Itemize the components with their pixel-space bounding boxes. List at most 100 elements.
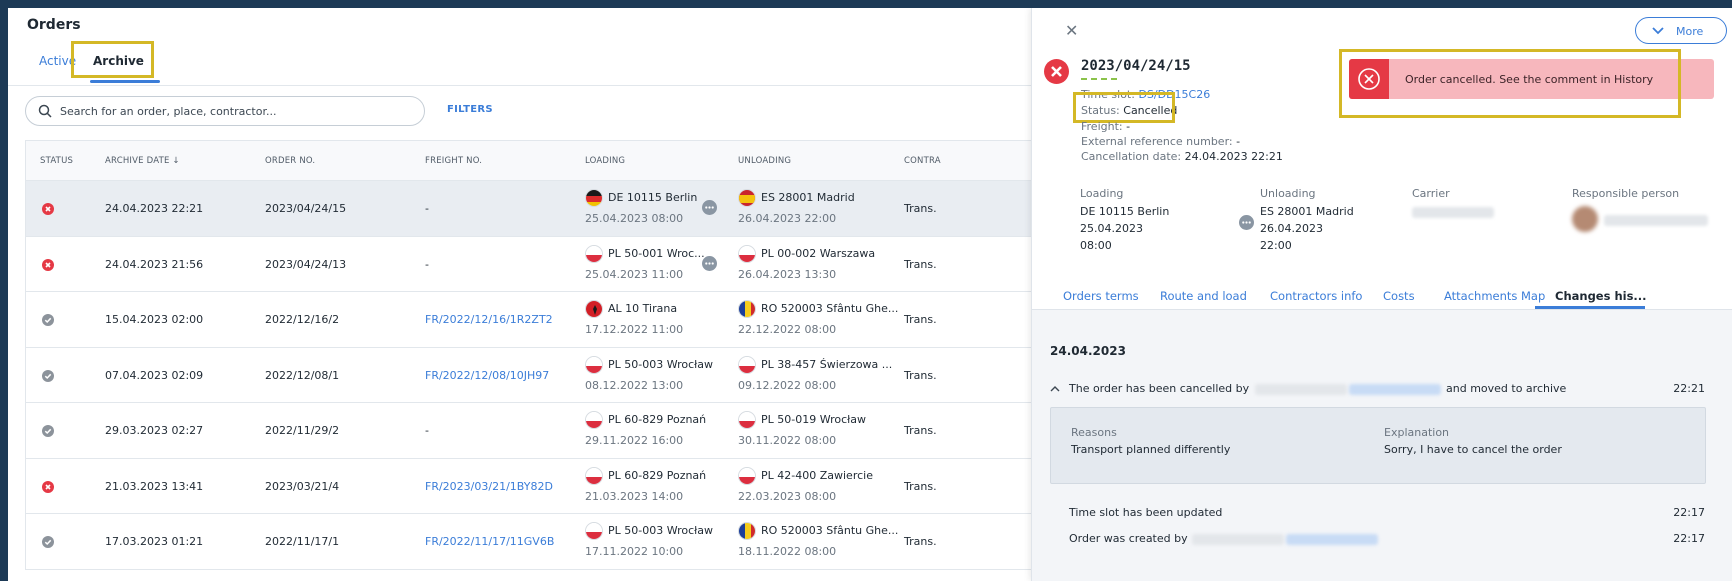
history-cancel-time: 22:21: [1673, 382, 1705, 395]
status-value: Cancelled: [1123, 104, 1178, 117]
unloading-date: 09.12.2022 08:00: [738, 378, 837, 392]
unloading-date: 22.03.2023 08:00: [738, 489, 837, 503]
col-contractor[interactable]: CONTRA: [904, 156, 941, 166]
col-unloading[interactable]: UNLOADING: [738, 156, 792, 166]
freight-no[interactable]: FR/2022/12/16/1R2ZT2: [425, 313, 553, 326]
tab-costs[interactable]: Costs: [1383, 289, 1415, 303]
chevron-down-icon: [1652, 27, 1664, 35]
responsible-label: Responsible person: [1572, 187, 1680, 200]
loading-date: 17.12.2022 11:00: [585, 323, 684, 336]
tab-changes-history[interactable]: Changes his...: [1555, 289, 1647, 303]
status-completed-icon: [42, 536, 54, 548]
archive-date: 07.04.2023 02:09: [105, 368, 204, 382]
freight-no: -: [425, 424, 429, 437]
order-no: 2022/11/17/1: [265, 535, 340, 548]
contractor: Trans.: [904, 535, 937, 548]
order-detail-panel: ✕ More 2023/04/24/15 Time slot: DS/DD15C…: [1031, 8, 1732, 581]
tab-route-and-load[interactable]: Route and load: [1160, 289, 1247, 303]
route-more-icon[interactable]: [702, 255, 717, 271]
flag-pl-icon: [585, 244, 603, 263]
order-number-underline: [1081, 78, 1117, 80]
unloading-date: 22.12.2022 08:00: [738, 323, 837, 336]
col-status[interactable]: STATUS: [40, 156, 74, 166]
chevron-up-icon[interactable]: [1050, 385, 1060, 392]
tab-map[interactable]: Map: [1521, 289, 1546, 303]
col-freight-no[interactable]: FREIGHT NO.: [425, 156, 483, 166]
table-body: 24.04.2023 22:21 2023/04/24/15 - DE 10115 B…: [26, 181, 1032, 570]
page-title: Orders: [27, 17, 81, 33]
history-timeslot-text: Time slot has been updated: [1069, 506, 1223, 519]
time-slot-row: Time slot: DS/DD15C26: [1081, 88, 1210, 101]
created-by-redacted: [1192, 534, 1284, 545]
more-button[interactable]: More: [1635, 17, 1727, 44]
cancel-date-label: Cancellation date:: [1081, 150, 1182, 163]
unloading-place: PL 00-002 Warszawa: [761, 246, 876, 260]
flag-pl-icon: [585, 355, 603, 374]
avatar: [1572, 206, 1598, 232]
tab-archive[interactable]: Archive: [93, 54, 144, 68]
cancelled-by-link-redacted[interactable]: [1349, 384, 1441, 395]
history-created-time: 22:17: [1673, 532, 1705, 545]
table-row[interactable]: 29.03.2023 02:27 2022/11/29/2 - PL 60-829 P…: [26, 403, 1032, 459]
loading-date: 25.04.2023 11:00: [585, 267, 684, 281]
unloading-label: Unloading: [1260, 187, 1316, 200]
route-more-icon[interactable]: [702, 200, 717, 215]
filters-button[interactable]: FILTERS: [447, 104, 493, 115]
unloading-place: ES 28001 Madrid: [761, 191, 855, 204]
cancel-date-row: Cancellation date: 24.04.2023 22:21: [1081, 150, 1283, 163]
freight-no[interactable]: FR/2022/12/08/10JH97: [425, 368, 550, 382]
table-row[interactable]: 24.04.2023 21:56 2023/04/24/13 - PL 50-001 …: [26, 236, 1032, 292]
carrier-label: Carrier: [1412, 187, 1450, 200]
table-row[interactable]: 15.04.2023 02:00 2022/12/16/2 FR/2022/12/1…: [26, 292, 1032, 348]
col-archive-date[interactable]: ARCHIVE DATE ↓: [105, 156, 180, 166]
loading-date: 21.03.2023 14:00: [585, 489, 684, 503]
tab-attachments[interactable]: Attachments: [1444, 289, 1518, 303]
flag-pl-icon: [585, 522, 603, 540]
table-row[interactable]: 07.04.2023 02:09 2022/12/08/1 FR/2022/12/0…: [26, 347, 1032, 403]
explanation-label: Explanation: [1384, 426, 1450, 439]
freight-label: Freight:: [1081, 120, 1123, 133]
loading-date: 17.11.2022 10:00: [585, 545, 684, 558]
contractor: Trans.: [904, 368, 937, 382]
loading-city: DE 10115 Berlin: [1080, 205, 1170, 218]
archive-date: 24.04.2023 22:21: [105, 202, 204, 215]
reasons-value: Transport planned differently: [1071, 443, 1231, 456]
flag-ro-icon: [738, 300, 756, 318]
table-row[interactable]: 21.03.2023 13:41 2023/03/21/4 FR/2023/03/2…: [26, 458, 1032, 514]
contractor: Trans.: [904, 257, 937, 271]
col-loading[interactable]: LOADING: [585, 156, 626, 166]
created-by-link-redacted[interactable]: [1286, 534, 1378, 545]
tab-orders-terms[interactable]: Orders terms: [1063, 289, 1139, 303]
table-row[interactable]: 17.03.2023 01:21 2022/11/17/1 FR/2022/11/1…: [26, 514, 1032, 570]
loading-place: PL 50-003 Wrocław: [608, 357, 714, 371]
tab-contractors-info[interactable]: Contractors info: [1270, 289, 1363, 303]
flag-pl-icon: [738, 466, 756, 485]
unloading-date: 26.04.2023 22:00: [738, 212, 837, 225]
order-no: 2022/11/29/2: [265, 424, 340, 437]
unloading-city: ES 28001 Madrid: [1260, 205, 1354, 218]
reasons-label: Reasons: [1071, 426, 1117, 439]
freight-no[interactable]: FR/2022/11/17/11GV6B: [425, 535, 555, 548]
more-label: More: [1676, 25, 1704, 38]
contractor: Trans.: [904, 313, 937, 326]
time-slot-link[interactable]: DS/DD15C26: [1138, 88, 1211, 101]
unloading-time: 22:00: [1260, 239, 1292, 252]
close-icon[interactable]: ✕: [1065, 21, 1079, 40]
freight-no[interactable]: FR/2023/03/21/1BY82D: [425, 479, 553, 493]
freight-no: -: [425, 202, 429, 215]
table-header: STATUS ARCHIVE DATE ↓ ORDER NO. FREIGHT …: [26, 141, 1032, 181]
cancelled-status-icon: [1044, 59, 1069, 84]
search-input[interactable]: [60, 102, 410, 120]
col-order-no[interactable]: ORDER NO.: [265, 156, 316, 166]
order-number: 2023/04/24/15: [1081, 58, 1191, 74]
status-completed-icon: [42, 314, 54, 326]
flag-de-icon: [585, 189, 603, 207]
status-label: Status:: [1081, 104, 1120, 117]
tab-active[interactable]: Active: [39, 54, 77, 68]
order-no: 2023/04/24/15: [265, 202, 347, 215]
table-row[interactable]: 24.04.2023 22:21 2023/04/24/15 - DE 10115 B…: [26, 181, 1032, 237]
archive-date: 21.03.2023 13:41: [105, 479, 204, 493]
history-timeslot-time: 22:17: [1673, 506, 1705, 519]
route-more-icon[interactable]: [1239, 215, 1254, 230]
search-box[interactable]: [25, 96, 425, 126]
